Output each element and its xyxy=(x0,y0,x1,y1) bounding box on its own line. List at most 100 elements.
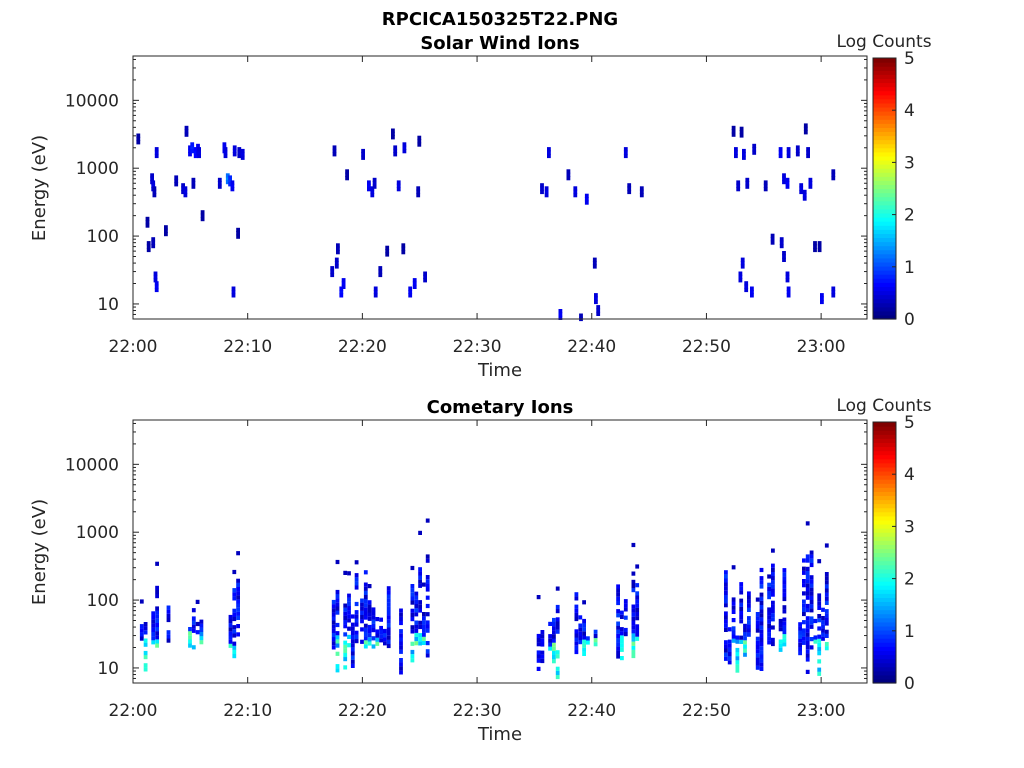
spectrogram-cell xyxy=(806,147,810,152)
spectrogram-cell xyxy=(771,625,775,630)
spectrogram-cell xyxy=(805,603,810,609)
spectrogram-cell xyxy=(574,645,579,650)
spectrogram-cell xyxy=(422,612,426,617)
colorbar-swatch xyxy=(873,503,896,509)
colorbar-swatch xyxy=(873,638,896,643)
spectrogram-cell xyxy=(228,639,233,644)
colorbar-swatch xyxy=(873,438,896,443)
spectrogram-cell xyxy=(536,658,541,663)
spectrogram-cell xyxy=(743,627,747,633)
spectrogram-cell xyxy=(631,604,636,609)
colorbar-swatch xyxy=(873,499,896,505)
spectrogram-cell xyxy=(425,624,430,629)
colorbar-swatch xyxy=(873,82,896,88)
spectrogram-cell xyxy=(552,642,556,647)
spectrogram-cell xyxy=(802,599,806,604)
spectrogram-cell xyxy=(232,625,237,630)
spectrogram-cell xyxy=(228,182,232,187)
spectrogram-cell xyxy=(616,654,620,659)
spectrogram-cell xyxy=(232,616,237,622)
spectrogram-cell xyxy=(191,608,196,613)
spectrogram-cell xyxy=(331,624,336,629)
spectrogram-cell xyxy=(410,658,415,663)
spectrogram-cell xyxy=(821,620,825,625)
spectrogram-cell xyxy=(817,614,822,619)
spectrogram-cell xyxy=(341,278,346,283)
spectrogram-cell xyxy=(153,271,158,276)
spectrogram-cell xyxy=(817,659,822,664)
spectrogram-cell xyxy=(805,632,810,637)
spectrogram-cell xyxy=(386,610,391,616)
colorbar-swatch xyxy=(873,188,896,194)
spectrogram-cell xyxy=(181,186,185,191)
spectrogram-cell xyxy=(584,193,589,198)
spectrogram-cell xyxy=(731,609,736,614)
spectrogram-cell xyxy=(767,590,771,596)
spectrogram-cell xyxy=(343,644,348,649)
spectrogram-cell xyxy=(623,627,628,633)
spectrogram-cell xyxy=(809,616,814,621)
spectrogram-cell xyxy=(798,651,802,656)
spectrogram-cell xyxy=(236,591,240,596)
spectrogram-cell xyxy=(552,650,556,655)
spectrogram-cell xyxy=(425,575,430,580)
colorbar-swatch xyxy=(873,576,896,582)
colorbar-swatch xyxy=(873,511,896,517)
spectrogram-cell xyxy=(232,608,237,613)
spectrogram-cell xyxy=(139,628,144,633)
spectrogram-cell xyxy=(230,180,235,185)
spectrogram-cell xyxy=(739,619,744,624)
spectrogram-cell xyxy=(782,625,787,630)
spectrogram-cell xyxy=(334,261,339,266)
spectrogram-cell xyxy=(232,588,237,593)
spectrogram-cell xyxy=(735,639,740,644)
spectrogram-cell xyxy=(228,631,233,636)
x-tick-label: 22:50 xyxy=(682,701,731,721)
spectrogram-cell xyxy=(181,189,185,195)
spectrogram-cell xyxy=(813,639,818,644)
spectrogram-cell xyxy=(151,240,156,245)
spectrogram-cell xyxy=(755,653,760,658)
spectrogram-cell xyxy=(631,637,636,642)
spectrogram-cell xyxy=(782,251,786,256)
colorbar-swatch xyxy=(873,430,896,435)
spectrogram-cell xyxy=(386,606,391,611)
spectrogram-cell xyxy=(232,641,237,646)
spectrogram-cell xyxy=(151,244,156,249)
spectrogram-cell xyxy=(555,617,560,622)
spectrogram-cell xyxy=(620,614,624,619)
spectrogram-cell xyxy=(237,153,242,159)
colorbar-tick-label: 1 xyxy=(904,258,915,278)
spectrogram-cell xyxy=(623,615,628,620)
spectrogram-cell xyxy=(341,284,346,289)
x-tick-label: 22:10 xyxy=(223,701,272,721)
spectrogram-cell xyxy=(386,590,391,595)
spectrogram-cell xyxy=(155,622,159,628)
spectrogram-cell xyxy=(425,641,430,646)
spectrogram-cell xyxy=(824,580,829,585)
spectrogram-cell xyxy=(755,616,760,621)
spectrogram-cell xyxy=(817,634,822,639)
spectrogram-cell xyxy=(410,600,415,605)
x-tick-label: 23:00 xyxy=(797,337,846,357)
spectrogram-cell xyxy=(225,176,230,181)
spectrogram-cell xyxy=(236,607,240,612)
spectrogram-cell xyxy=(582,643,586,648)
spectrogram-cell xyxy=(383,641,387,646)
spectrogram-cell xyxy=(332,152,337,157)
spectrogram-cell xyxy=(802,620,806,625)
spectrogram-cell xyxy=(785,278,790,283)
spectrogram-cell xyxy=(724,656,728,661)
spectrogram-cell xyxy=(808,181,813,186)
colorbar-swatch xyxy=(873,470,896,476)
spectrogram-cell xyxy=(347,634,351,639)
spectrogram-cell xyxy=(136,136,141,141)
x-axis-label: Time xyxy=(477,360,522,381)
spectrogram-cell xyxy=(331,612,336,617)
spectrogram-cell xyxy=(808,177,813,182)
spectrogram-cell xyxy=(367,633,372,638)
colorbar-tick-label: 3 xyxy=(904,517,915,537)
spectrogram-cell xyxy=(744,284,749,289)
spectrogram-cell xyxy=(552,634,556,639)
spectrogram-cell xyxy=(191,645,196,650)
